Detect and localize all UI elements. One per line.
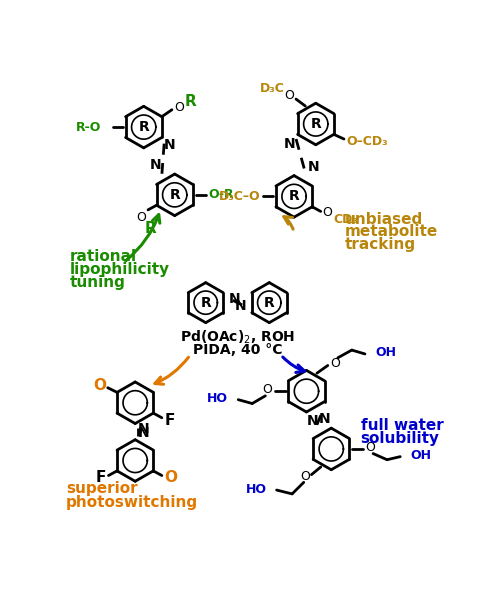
Text: O: O	[285, 90, 294, 103]
Text: N: N	[137, 422, 149, 436]
Text: photoswitching: photoswitching	[66, 494, 198, 510]
Text: D₃C–O: D₃C–O	[219, 190, 261, 203]
Text: PIDA, 40 °C: PIDA, 40 °C	[193, 343, 282, 358]
Text: N: N	[149, 158, 161, 172]
Text: OH: OH	[410, 450, 432, 462]
Text: N: N	[164, 139, 176, 152]
Text: metabolite: metabolite	[345, 224, 438, 239]
Text: O: O	[322, 207, 332, 220]
Text: N: N	[319, 411, 331, 426]
Text: tuning: tuning	[69, 275, 125, 290]
Text: solubility: solubility	[360, 432, 440, 447]
Text: superior: superior	[66, 481, 138, 497]
Text: lipophilicity: lipophilicity	[69, 262, 169, 277]
Text: unbiased: unbiased	[345, 212, 423, 227]
Text: O: O	[137, 211, 146, 224]
Text: R: R	[200, 296, 211, 310]
Text: O–CD₃: O–CD₃	[346, 135, 388, 148]
Text: R: R	[311, 117, 321, 131]
Text: F: F	[164, 413, 175, 427]
Text: N: N	[229, 292, 240, 306]
Text: full water: full water	[360, 418, 444, 433]
Text: rational: rational	[69, 249, 136, 264]
Text: R: R	[185, 94, 197, 109]
Text: N: N	[284, 137, 295, 150]
Text: N: N	[308, 160, 319, 174]
Text: D₃C: D₃C	[260, 82, 285, 95]
Text: F: F	[96, 470, 106, 485]
Text: O: O	[365, 441, 375, 454]
Text: R: R	[288, 189, 300, 204]
Text: tracking: tracking	[345, 236, 416, 251]
Text: O: O	[93, 378, 106, 393]
Text: R: R	[144, 221, 156, 236]
Text: Pd(OAc)$_2$, ROH: Pd(OAc)$_2$, ROH	[180, 328, 295, 346]
Text: R-O: R-O	[76, 121, 101, 134]
Text: N: N	[137, 426, 149, 440]
Text: R: R	[138, 120, 149, 134]
Text: OH: OH	[375, 346, 396, 359]
Text: N: N	[234, 300, 246, 313]
Text: R: R	[169, 188, 180, 202]
Text: HO: HO	[246, 483, 266, 496]
Text: HO: HO	[207, 392, 228, 405]
Text: O: O	[174, 101, 184, 114]
Text: O-R: O-R	[208, 187, 234, 201]
Text: R: R	[264, 296, 275, 310]
Text: N: N	[307, 414, 318, 428]
Text: CD₃: CD₃	[333, 213, 358, 226]
Text: O: O	[300, 470, 310, 484]
Text: O: O	[164, 470, 177, 485]
Text: O: O	[330, 356, 340, 370]
Text: O: O	[263, 383, 272, 396]
